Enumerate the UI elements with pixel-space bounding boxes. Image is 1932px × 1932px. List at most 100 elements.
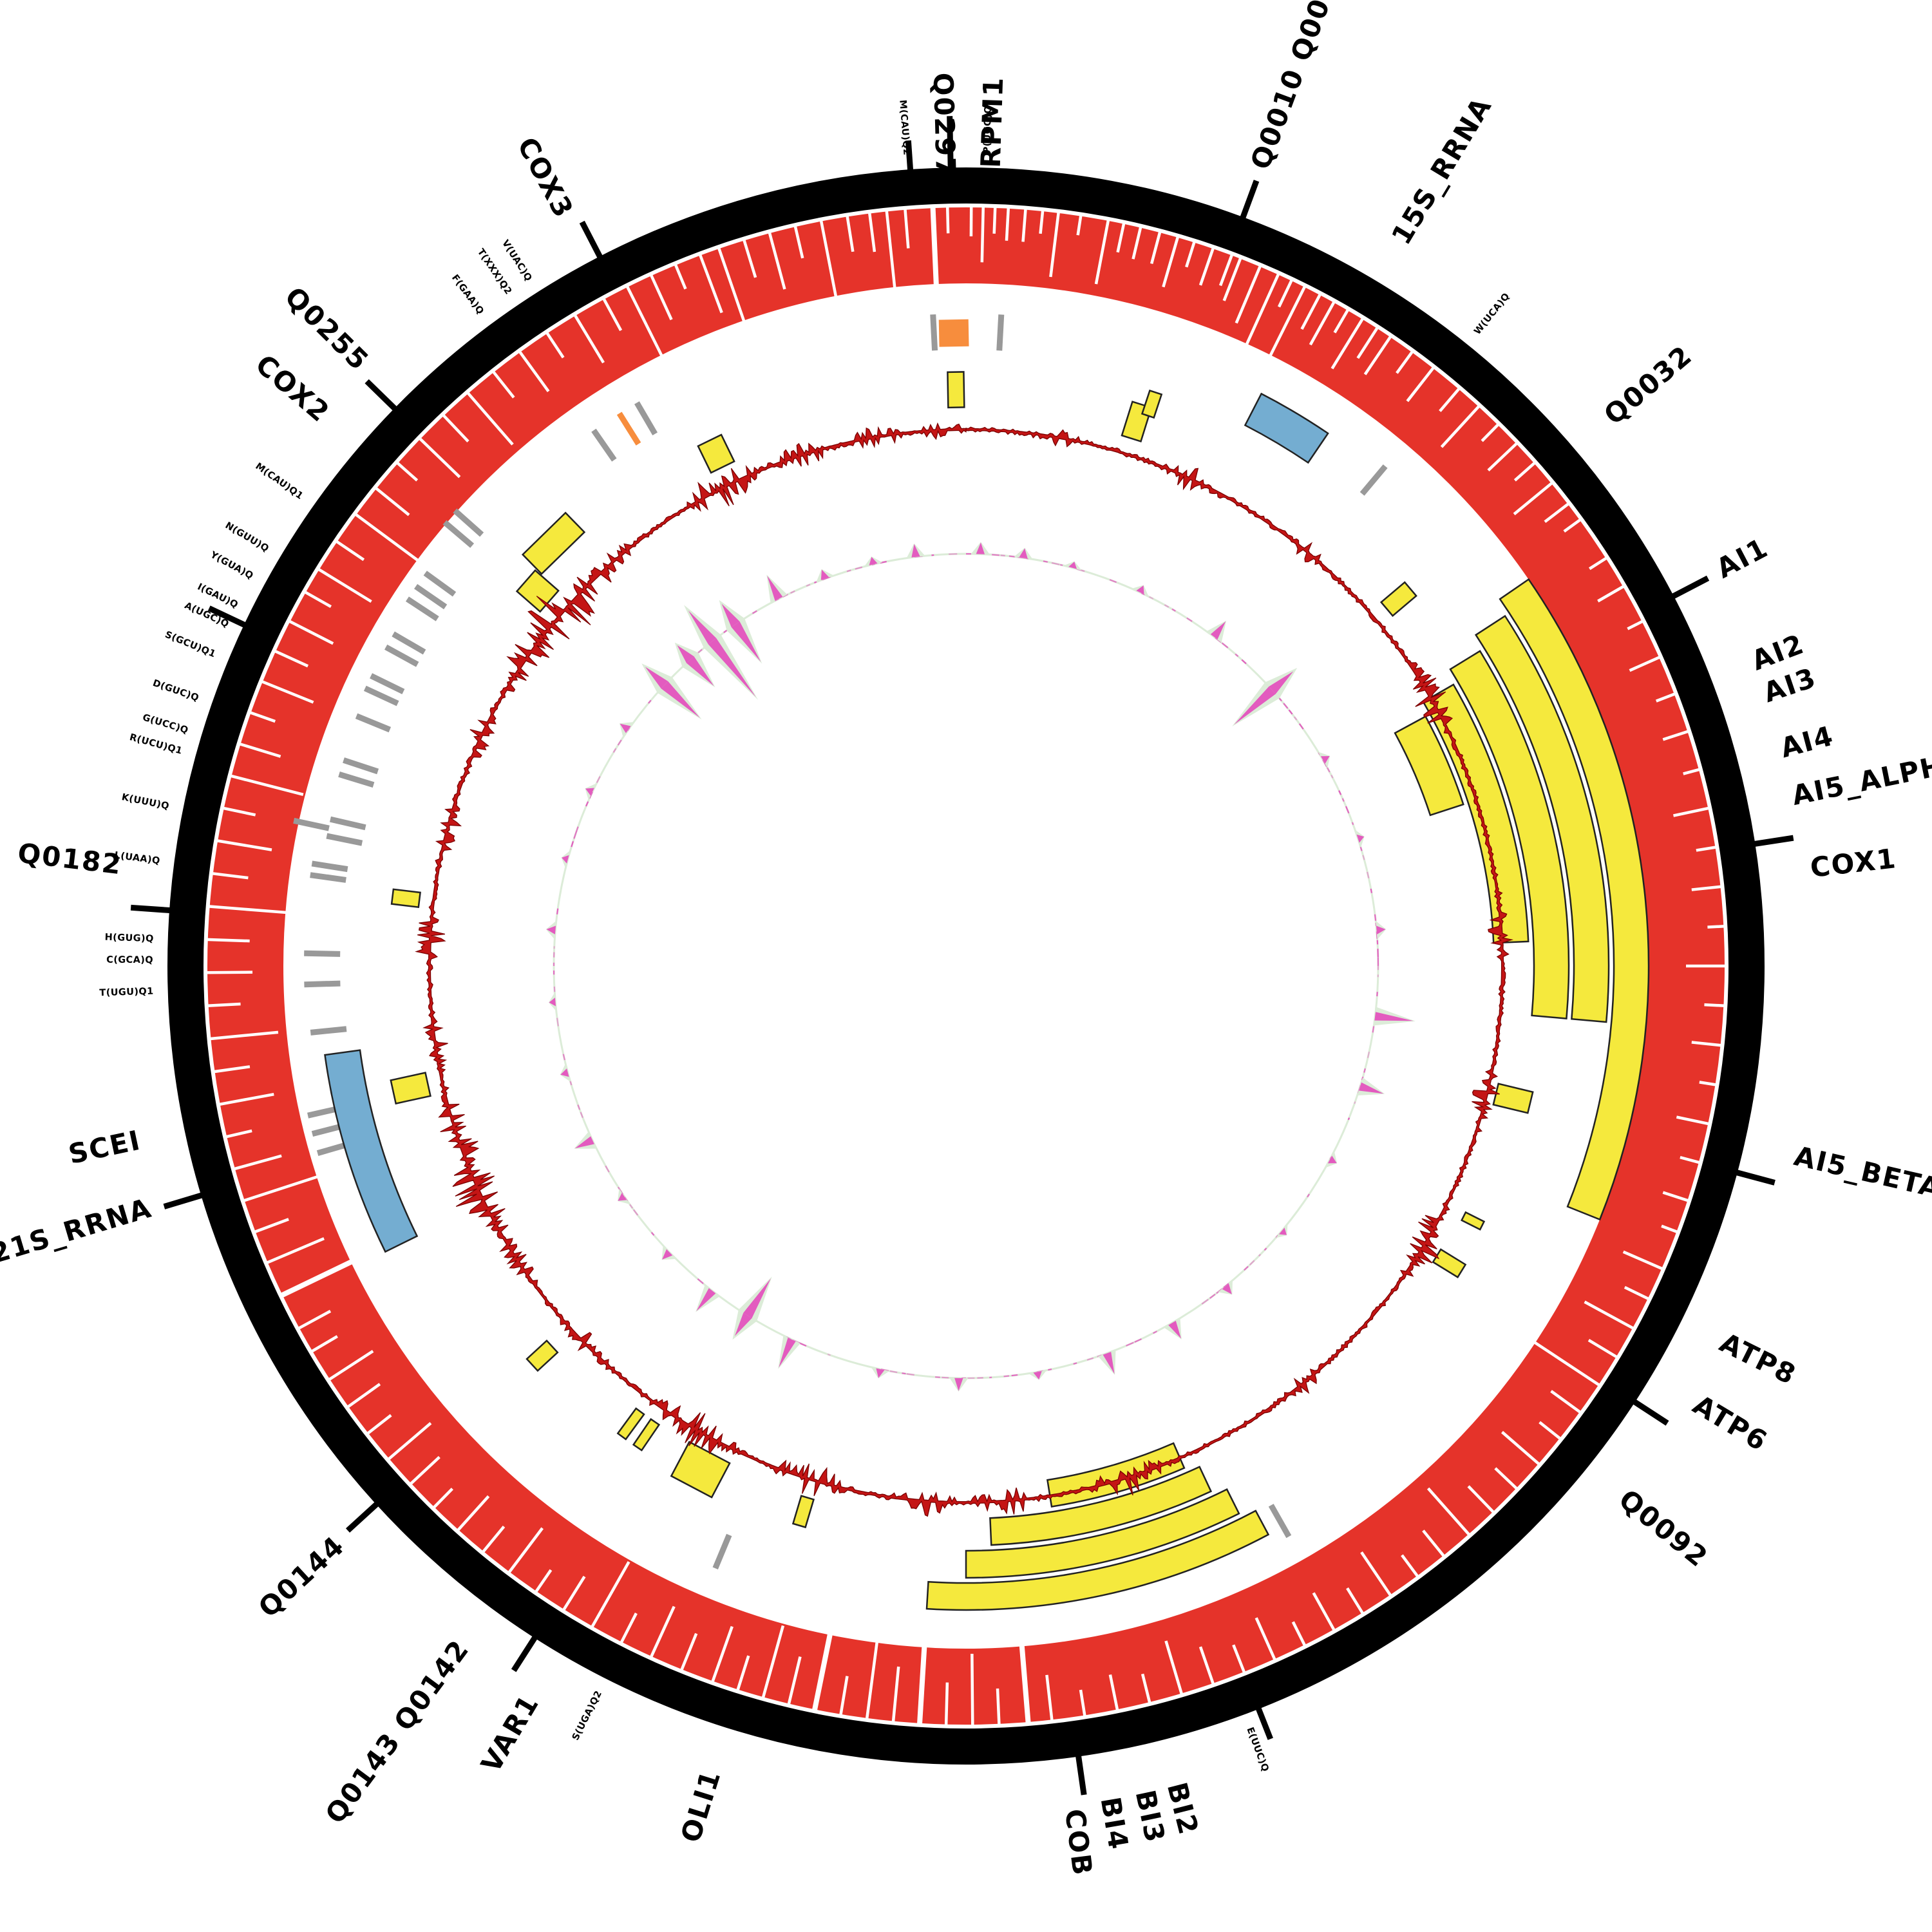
inner-variation-spike bbox=[620, 723, 631, 734]
inner-variation-dot bbox=[1126, 1341, 1134, 1347]
coverage-notch bbox=[230, 774, 304, 797]
inner-variation-spike bbox=[1359, 1082, 1384, 1094]
inner-variation-spike bbox=[1327, 1155, 1337, 1164]
coverage-notch bbox=[1691, 885, 1722, 891]
inner-variation-spike bbox=[688, 610, 717, 645]
coverage-notch bbox=[1584, 1300, 1635, 1331]
coverage-notch bbox=[317, 567, 372, 603]
ideogram-tick bbox=[130, 904, 174, 914]
inner-variation-spike bbox=[1068, 562, 1077, 569]
coverage-notch bbox=[456, 1495, 490, 1532]
trna-tick bbox=[363, 685, 399, 706]
inner-variation-dot bbox=[1011, 1374, 1018, 1377]
coverage-notch bbox=[534, 1569, 553, 1593]
trna-label: I(GAU)Q bbox=[196, 582, 240, 611]
inner-variation-spike bbox=[1033, 1371, 1042, 1380]
inner-variation-dot bbox=[632, 1209, 639, 1216]
coverage-notch bbox=[562, 1575, 586, 1611]
inner-variation-spike bbox=[1374, 1007, 1416, 1026]
coverage-notch bbox=[1116, 222, 1126, 253]
coverage-notch bbox=[218, 1092, 274, 1106]
coverage-notch bbox=[904, 208, 910, 249]
trna-label: G(UCC)Q bbox=[141, 712, 189, 736]
coverage-notch bbox=[335, 540, 365, 562]
gc-skew-line bbox=[415, 422, 1514, 1517]
coverage-notch bbox=[1333, 308, 1350, 334]
coverage-notch bbox=[238, 742, 281, 758]
inner-variation-dot bbox=[1283, 703, 1289, 709]
coverage-notch bbox=[916, 1607, 930, 1725]
inner-variation-spike bbox=[1376, 925, 1386, 934]
coverage-notch bbox=[206, 938, 250, 943]
gene-intron-arc bbox=[965, 1488, 1240, 1579]
ideogram-tick bbox=[511, 1633, 540, 1672]
inner-variation-dot bbox=[1164, 604, 1170, 608]
inner-variation-spike bbox=[1356, 834, 1365, 843]
gene-box bbox=[791, 1495, 815, 1529]
coverage-notch bbox=[710, 1625, 734, 1683]
trna-tick bbox=[405, 596, 439, 621]
coverage-notch bbox=[787, 1656, 802, 1705]
gene-label: OLI1 bbox=[675, 1766, 727, 1846]
gene-box bbox=[616, 1407, 645, 1441]
inner-variation-dot bbox=[1326, 767, 1331, 773]
coverage-notch bbox=[980, 206, 985, 263]
inner-variation-dot bbox=[1362, 855, 1365, 860]
inner-variation-dot bbox=[1363, 1068, 1366, 1073]
trna-label: Y(GUA)Q bbox=[208, 549, 255, 582]
coverage-notch bbox=[1622, 1250, 1664, 1271]
inner-variation-spike bbox=[661, 681, 700, 718]
coverage-notch bbox=[1550, 1390, 1582, 1414]
coverage-notch bbox=[1662, 1191, 1689, 1202]
inner-variation-dot bbox=[556, 1018, 559, 1027]
trna-label: W(UCA)Q bbox=[1472, 291, 1511, 337]
inner-variation-spike bbox=[549, 998, 556, 1007]
gene-label: 15S_RRNA bbox=[1385, 91, 1498, 250]
gene-label: Q0297 bbox=[927, 72, 962, 178]
coverage-notch bbox=[1501, 1430, 1541, 1466]
coverage-notch bbox=[207, 1002, 241, 1008]
gene-label: 21S_RRNA bbox=[0, 1192, 155, 1270]
inner-variation-dot bbox=[697, 1278, 704, 1284]
coverage-notch bbox=[225, 1129, 252, 1139]
inner-variation-dot bbox=[576, 826, 579, 831]
inner-variation-spike bbox=[735, 1312, 752, 1336]
inner-variation-dot bbox=[798, 1341, 807, 1347]
coverage-notch bbox=[1356, 326, 1379, 359]
gene-box bbox=[390, 888, 421, 909]
coverage-notch bbox=[625, 285, 671, 372]
coverage-notch bbox=[846, 215, 855, 252]
coverage-notch bbox=[1707, 924, 1725, 929]
coverage-notch bbox=[885, 210, 898, 301]
inner-variation-dot bbox=[585, 801, 589, 807]
inner-variation-spike bbox=[1234, 686, 1276, 725]
ideogram-tick bbox=[947, 116, 954, 172]
coverage-ring bbox=[207, 207, 1725, 1725]
inner-variation-dot bbox=[596, 776, 601, 783]
coverage-notch bbox=[481, 1525, 506, 1553]
gene-label: COX3 bbox=[511, 132, 580, 223]
inner-variation-spike bbox=[1210, 621, 1226, 639]
coverage-notch bbox=[742, 238, 757, 278]
inner-variation-spike bbox=[876, 1368, 885, 1378]
coverage-notch bbox=[1363, 335, 1392, 375]
inner-variation-dot bbox=[752, 610, 757, 614]
coverage-notch bbox=[249, 710, 276, 723]
ideogram-tick bbox=[1750, 835, 1794, 848]
inner-variation-spike bbox=[686, 656, 714, 687]
trna-tick bbox=[996, 314, 1005, 351]
inner-variation-spike bbox=[562, 855, 569, 864]
gene-label: Q0092 bbox=[1613, 1483, 1714, 1573]
coverage-notch bbox=[865, 1628, 880, 1720]
inner-variation-dot bbox=[1000, 554, 1005, 556]
coverage-notch bbox=[1487, 442, 1519, 472]
inner-variation-spike bbox=[743, 1278, 771, 1318]
inner-variation-dot bbox=[1341, 798, 1345, 802]
coverage-notch bbox=[213, 1065, 251, 1074]
ideogram-tick bbox=[1075, 1752, 1087, 1795]
gene-label: Q0010 Q0017 bbox=[1244, 0, 1350, 173]
gene-label: AI4 bbox=[1777, 720, 1837, 764]
coverage-notch bbox=[209, 1030, 279, 1041]
coverage-notch bbox=[409, 1455, 440, 1486]
